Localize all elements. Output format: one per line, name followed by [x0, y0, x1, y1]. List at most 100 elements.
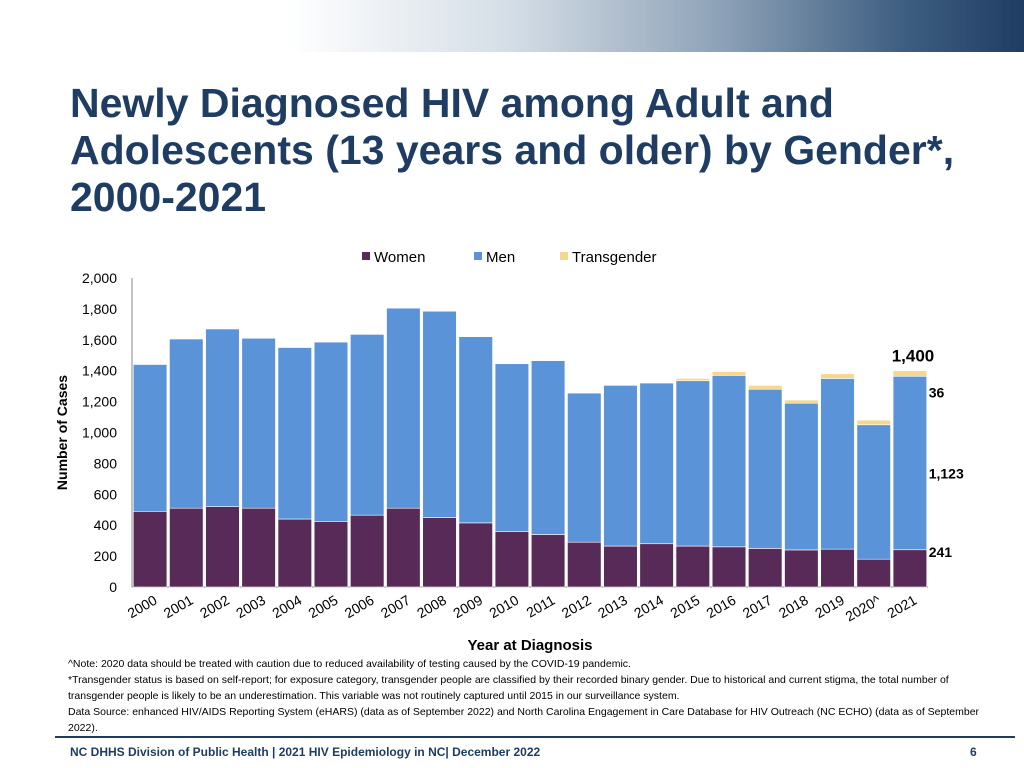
bar-women-2005: [313, 521, 349, 588]
y-tick-label: 1,600: [82, 332, 117, 348]
footer-text: NC DHHS Division of Public Health | 2021…: [70, 745, 541, 759]
y-tick-label: 1,000: [82, 425, 117, 441]
bar-men-2010: [494, 363, 530, 532]
bar-transgender-2017: [748, 385, 783, 390]
legend-label-transgender: Transgender: [572, 249, 657, 266]
x-tick-label: 2018: [776, 592, 811, 622]
bar-women-2014: [639, 543, 674, 588]
note-covid: ^Note: 2020 data should be treated with …: [68, 658, 631, 670]
bar-transgender-2019: [820, 373, 855, 379]
bar-men-2015: [675, 380, 710, 547]
bar-women-2013: [603, 545, 638, 588]
bar-men-2017: [748, 388, 783, 549]
bar-women-2011: [530, 534, 566, 588]
footer-divider: [55, 736, 1015, 738]
bar-men-2013: [603, 385, 638, 547]
x-tick-label: 2012: [559, 592, 594, 622]
x-tick-label: 2009: [450, 592, 485, 622]
bar-women-2006: [350, 514, 385, 588]
legend-label-men: Men: [486, 249, 515, 266]
bar-men-2018: [784, 402, 819, 551]
y-tick-label: 2,000: [82, 270, 117, 286]
bar-men-2009: [458, 336, 493, 524]
x-tick-label: 2013: [595, 592, 630, 622]
bar-women-2019: [820, 548, 855, 588]
y-tick-label: 1,200: [82, 394, 117, 410]
x-tick-label: 2010: [486, 592, 521, 622]
bar-men-2007: [386, 307, 421, 509]
bar-women-2003: [241, 507, 276, 588]
bar-transgender-2021: [892, 370, 928, 377]
x-tick-label: 2006: [342, 592, 377, 622]
bar-women-2015: [675, 545, 710, 588]
bar-men-2012: [567, 392, 602, 543]
slide-title: Newly Diagnosed HIV among Adult and Adol…: [70, 80, 955, 220]
bar-men-2021: [892, 375, 928, 551]
bar-women-2007: [386, 507, 421, 588]
footnotes: ^Note: 2020 data should be treated with …: [68, 656, 998, 736]
x-tick-label: 2021: [884, 592, 919, 622]
bar-women-2002: [205, 506, 240, 588]
y-tick-label: 600: [94, 486, 118, 502]
x-tick-label: 2011: [524, 592, 558, 621]
x-tick-label: 2014: [631, 592, 666, 622]
bar-women-2021: [892, 549, 928, 588]
bar-men-2000: [132, 364, 168, 512]
legend-swatch-transgender: [560, 252, 568, 260]
x-tick-label: 2004: [269, 592, 304, 622]
y-tick-label: 200: [94, 548, 118, 564]
x-tick-label: 2007: [378, 592, 413, 622]
bar-transgender-2016: [711, 371, 747, 376]
y-tick-label: 800: [94, 455, 118, 471]
note-transgender: *Transgender status is based on self-rep…: [68, 674, 949, 702]
bar-men-2003: [241, 337, 276, 509]
y-tick-label: 0: [109, 579, 117, 595]
y-axis-title: Number of Cases: [54, 375, 70, 490]
men-label-2021: 1,123: [929, 466, 964, 482]
x-tick-label: 2017: [740, 592, 775, 622]
bar-women-2010: [494, 531, 530, 588]
x-tick-label: 2015: [667, 592, 702, 622]
header-band: [0, 0, 1024, 52]
x-tick-label: 2000: [125, 592, 160, 622]
bar-women-2016: [711, 546, 747, 588]
stacked-bar-chart: 0 200 400 600 800 1,000 1,200 1,400 1,600 1,800 2,…: [54, 249, 964, 654]
bar-transgender-2020: [856, 419, 891, 426]
bar-men-2020: [856, 424, 891, 560]
note-data-source: Data Source: enhanced HIV/AIDS Reporting…: [68, 706, 980, 734]
bar-men-2001: [169, 338, 204, 509]
page-number: 6: [970, 745, 977, 759]
women-label-2021: 241: [929, 544, 953, 560]
x-tick-label: 2005: [306, 592, 341, 622]
bar-men-2006: [350, 334, 385, 516]
x-tick-label: 2003: [233, 592, 268, 622]
bar-men-2008: [422, 310, 457, 518]
bar-men-2019: [820, 378, 855, 550]
bar-women-2000: [132, 510, 168, 588]
bar-transgender-2015: [675, 378, 710, 382]
bar-women-2018: [784, 549, 819, 588]
x-tick-label: 2002: [197, 592, 232, 622]
y-tick-label: 400: [94, 517, 118, 533]
x-tick-label: 2020^: [843, 592, 884, 625]
total-label-2021: 1,400: [892, 347, 935, 366]
x-tick-label: 2016: [704, 592, 739, 622]
bar-women-2001: [169, 507, 204, 588]
x-tick-label: 2019: [812, 592, 847, 622]
x-tick-label: 2001: [161, 592, 196, 622]
bar-men-2004: [277, 347, 312, 520]
transgender-label-2021: 36: [929, 385, 945, 401]
bar-women-2009: [458, 522, 493, 588]
legend-label-women: Women: [374, 249, 425, 266]
x-tick-label: 2008: [414, 592, 449, 622]
bar-men-2005: [313, 341, 349, 522]
bar-women-2020: [856, 558, 891, 588]
bar-men-2011: [530, 360, 566, 535]
y-tick-label: 1,800: [82, 301, 117, 317]
bar-men-2014: [639, 382, 674, 545]
y-tick-label: 1,400: [82, 363, 117, 379]
legend-swatch-women: [362, 252, 370, 260]
bar-transgender-2018: [784, 399, 819, 404]
bar-women-2008: [422, 517, 457, 588]
x-axis-title: Year at Diagnosis: [467, 637, 592, 654]
